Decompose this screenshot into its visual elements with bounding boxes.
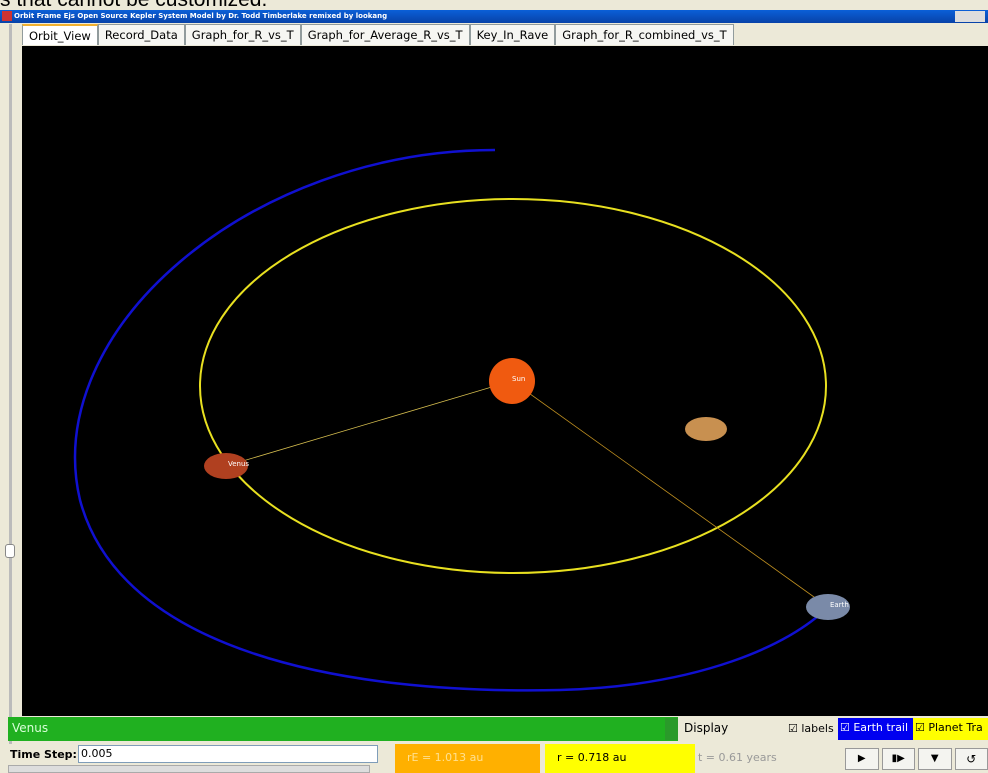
step-button[interactable]: ▮▶: [881, 748, 915, 770]
tab[interactable]: Graph_for_R_combined_vs_T: [555, 24, 734, 45]
planet-trail-checkbox[interactable]: ☑ Planet Tra: [913, 718, 988, 740]
caption: s that cannot be customized.: [0, 0, 267, 12]
title-bar: Orbit Frame Ejs Open Source Kepler Syste…: [0, 10, 988, 23]
display-label: Display: [684, 721, 729, 735]
planet: [685, 417, 727, 441]
venus-orbit: [199, 198, 827, 574]
earth-trail: [73, 148, 829, 692]
slider-thumb[interactable]: [5, 544, 15, 558]
play-button[interactable]: ▶: [845, 748, 879, 770]
planet-select[interactable]: Venus: [8, 717, 678, 741]
app-icon: [2, 11, 12, 21]
earth-radius: [511, 380, 829, 608]
tab[interactable]: Orbit_View: [22, 24, 98, 45]
zoom-slider[interactable]: [0, 24, 20, 744]
player-buttons: ▶ ▮▶ ▼ ↺: [845, 748, 988, 770]
re-display: rE = 1.013 au: [395, 744, 540, 773]
tab[interactable]: Graph_for_R_vs_T: [184, 24, 301, 45]
venus-radius: [225, 380, 513, 467]
earth-label: Earth: [830, 601, 849, 609]
venus: [204, 453, 248, 479]
tab[interactable]: Record_Data: [97, 24, 185, 45]
sun: [489, 358, 535, 404]
orbit-view: Sun Venus Earth: [22, 46, 988, 716]
sun-label: Sun: [512, 375, 525, 383]
t-display: t = 0.61 years: [698, 751, 777, 764]
tab[interactable]: Key_In_Rave: [469, 24, 556, 45]
window-buttons[interactable]: [955, 11, 985, 22]
venus-label: Venus: [228, 460, 249, 468]
r-display: r = 0.718 au: [545, 744, 695, 773]
tab-bar: Orbit_View Record_Data Graph_for_R_vs_T Gra…: [22, 24, 734, 46]
tab[interactable]: Graph_for_Average_R_vs_T: [300, 24, 470, 45]
time-step-label: Time Step:: [10, 748, 77, 761]
earth: [806, 594, 850, 620]
slider-track: [9, 24, 12, 744]
checkbox-label: Planet Tra: [928, 721, 983, 734]
labels-checkbox[interactable]: ☑ labels: [788, 722, 834, 735]
menu-button[interactable]: ▼: [918, 748, 952, 770]
progress-bar: [8, 765, 370, 773]
dropdown-arrow[interactable]: [665, 718, 678, 740]
time-step-input[interactable]: 0.005: [78, 745, 378, 763]
checkbox-label: Earth trail: [853, 721, 909, 734]
checkbox-label: labels: [801, 722, 834, 735]
reset-button[interactable]: ↺: [954, 748, 988, 770]
earth-trail-checkbox[interactable]: ☑ Earth trail: [838, 718, 913, 740]
